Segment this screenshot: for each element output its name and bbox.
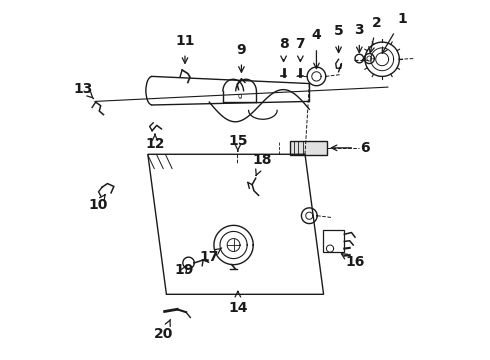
Bar (290, 141, 327, 155)
Text: 6: 6 (331, 141, 369, 155)
Text: 16: 16 (342, 254, 365, 269)
Text: 20: 20 (154, 319, 173, 341)
Text: 11: 11 (175, 34, 195, 63)
Bar (323, 230, 344, 252)
Text: 3: 3 (354, 23, 364, 53)
Text: 18: 18 (252, 153, 272, 176)
Text: 13: 13 (74, 82, 94, 99)
Text: 10: 10 (88, 195, 107, 212)
Text: 1: 1 (382, 12, 407, 53)
Text: 14: 14 (228, 291, 247, 315)
Text: 4: 4 (312, 28, 321, 69)
Text: 19: 19 (174, 263, 194, 277)
Text: 5: 5 (334, 24, 343, 53)
Text: g: g (238, 93, 242, 99)
Text: 9: 9 (237, 42, 246, 72)
Text: 2: 2 (369, 16, 382, 53)
Text: 8: 8 (279, 37, 289, 62)
Text: 12: 12 (145, 134, 165, 151)
Text: 17: 17 (199, 248, 222, 264)
Text: 7: 7 (295, 37, 305, 62)
Text: 15: 15 (228, 134, 247, 151)
